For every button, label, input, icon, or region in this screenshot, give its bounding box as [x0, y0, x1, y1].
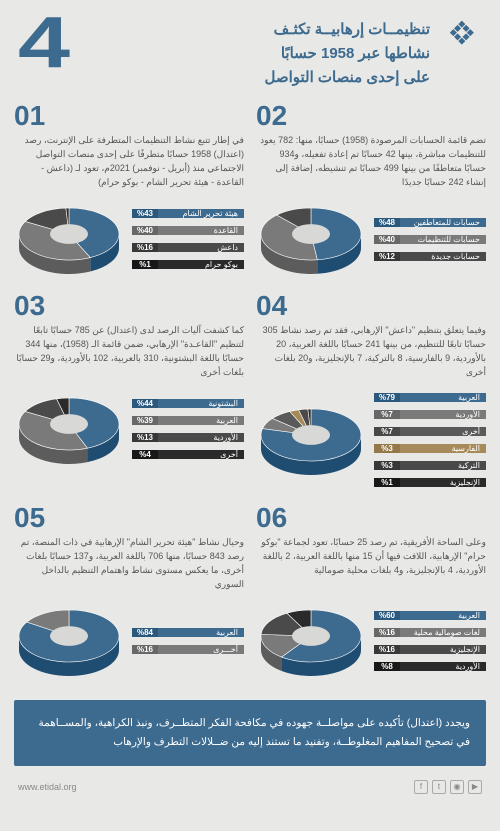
- charts-grid: 02 تضم قائمة الحسابات المرصودة (1958) حس…: [0, 98, 500, 694]
- legend: العربية%84 أخـــرى%16: [132, 625, 244, 657]
- legend-row: حسابات للتنظيمات%40: [374, 232, 486, 247]
- legend-row: البشتونية%44: [132, 396, 244, 411]
- big-number: 4: [18, 18, 70, 68]
- item-description: وعلى الساحة الأفريقية، تم رصد 25 حسابًا،…: [256, 536, 486, 594]
- legend-row: لغات صومالية محلية%16: [374, 625, 486, 640]
- chart-row: حسابات للمتعاطفين%48 حسابات للتنظيمات%40 ح…: [256, 200, 486, 278]
- pie-chart: [256, 200, 366, 278]
- legend-row: داعش%16: [132, 240, 244, 255]
- legend-row: التركية%3: [374, 458, 486, 473]
- legend-row: الأوردية%13: [132, 430, 244, 445]
- title-line-3: على إحدى منصات التواصل: [72, 66, 430, 90]
- item-description: وفيما يتعلق بتنظيم "داعش" الإرهابي، فقد …: [256, 324, 486, 382]
- legend-row: بوكو حرام%1: [132, 257, 244, 272]
- legend: العربية%79 الأوردية%7 أخرى%7 الفارسية%3 التر…: [374, 390, 486, 490]
- legend-row: الأوردية%7: [374, 407, 486, 422]
- etidal-logo: [438, 18, 480, 60]
- legend-row: أخرى%7: [374, 424, 486, 439]
- social-icons: ▶ ◉ t f: [414, 780, 482, 794]
- title-line-1: تنظيمــات إرهابيــة تكثـف: [72, 18, 430, 42]
- chart-item-06: 06 وعلى الساحة الأفريقية، تم رصد 25 حساب…: [256, 504, 486, 680]
- item-number: 05: [14, 504, 244, 532]
- item-description: تضم قائمة الحسابات المرصودة (1958) حسابً…: [256, 134, 486, 192]
- item-description: كما كشفت آليات الرصد لدى (اعتدال) عن 785…: [14, 324, 244, 382]
- instagram-icon[interactable]: ◉: [450, 780, 464, 794]
- twitter-icon[interactable]: t: [432, 780, 446, 794]
- legend-row: القاعدة%40: [132, 223, 244, 238]
- pie-chart: [256, 602, 366, 680]
- pie-chart: [256, 401, 366, 479]
- bottom-bar: ▶ ◉ t f www.etidal.org: [0, 772, 500, 802]
- legend-row: العربية%79: [374, 390, 486, 405]
- item-description: وحيال نشاط "هيئة تحرير الشام" الإرهابية …: [14, 536, 244, 594]
- facebook-icon[interactable]: f: [414, 780, 428, 794]
- legend-row: العربية%60: [374, 608, 486, 623]
- legend-row: العربية%39: [132, 413, 244, 428]
- chart-row: العربية%60 لغات صومالية محلية%16 الإنجليزي…: [256, 602, 486, 680]
- legend: هيئة تحرير الشام%43 القاعدة%40 داعش%16 بوكو…: [132, 206, 244, 272]
- legend-row: أخرى%4: [132, 447, 244, 462]
- pie-chart: [14, 602, 124, 680]
- chart-item-02: 02 تضم قائمة الحسابات المرصودة (1958) حس…: [256, 102, 486, 278]
- legend-row: الإنجليزية%16: [374, 642, 486, 657]
- legend-row: هيئة تحرير الشام%43: [132, 206, 244, 221]
- legend: العربية%60 لغات صومالية محلية%16 الإنجليزي…: [374, 608, 486, 674]
- website-url[interactable]: www.etidal.org: [18, 782, 77, 792]
- infographic-page: تنظيمــات إرهابيــة تكثـف نشاطها عبر 195…: [0, 0, 500, 812]
- legend: حسابات للمتعاطفين%48 حسابات للتنظيمات%40 ح…: [374, 215, 486, 264]
- item-number: 04: [256, 292, 486, 320]
- pie-chart: [14, 200, 124, 278]
- chart-row: العربية%84 أخـــرى%16: [14, 602, 244, 680]
- youtube-icon[interactable]: ▶: [468, 780, 482, 794]
- legend-row: حسابات جديدة%12: [374, 249, 486, 264]
- title-block: تنظيمــات إرهابيــة تكثـف نشاطها عبر 195…: [72, 18, 430, 90]
- legend-row: أخـــرى%16: [132, 642, 244, 657]
- footer-statement: ويجدد (اعتدال) تأكيده على مواصلــة جهوده…: [14, 700, 486, 766]
- item-number: 06: [256, 504, 486, 532]
- chart-row: البشتونية%44 العربية%39 الأوردية%13 أخرى%4: [14, 390, 244, 468]
- item-number: 01: [14, 102, 244, 130]
- chart-row: هيئة تحرير الشام%43 القاعدة%40 داعش%16 بوكو…: [14, 200, 244, 278]
- legend-row: الأوردية%8: [374, 659, 486, 674]
- chart-item-05: 05 وحيال نشاط "هيئة تحرير الشام" الإرهاب…: [14, 504, 244, 680]
- title-line-2: نشاطها عبر 1958 حسابًا: [72, 42, 430, 66]
- chart-item-04: 04 وفيما يتعلق بتنظيم "داعش" الإرهابي، ف…: [256, 292, 486, 490]
- legend-row: الإنجليزية%1: [374, 475, 486, 490]
- pie-chart: [14, 390, 124, 468]
- chart-item-03: 03 كما كشفت آليات الرصد لدى (اعتدال) عن …: [14, 292, 244, 490]
- legend: البشتونية%44 العربية%39 الأوردية%13 أخرى%4: [132, 396, 244, 462]
- header: تنظيمــات إرهابيــة تكثـف نشاطها عبر 195…: [0, 0, 500, 98]
- item-number: 03: [14, 292, 244, 320]
- legend-row: الفارسية%3: [374, 441, 486, 456]
- item-number: 02: [256, 102, 486, 130]
- legend-row: العربية%84: [132, 625, 244, 640]
- chart-item-01: 01 في إطار تتبع نشاط التنظيمات المتطرفة …: [14, 102, 244, 278]
- chart-row: العربية%79 الأوردية%7 أخرى%7 الفارسية%3 التر…: [256, 390, 486, 490]
- item-description: في إطار تتبع نشاط التنظيمات المتطرفة على…: [14, 134, 244, 192]
- legend-row: حسابات للمتعاطفين%48: [374, 215, 486, 230]
